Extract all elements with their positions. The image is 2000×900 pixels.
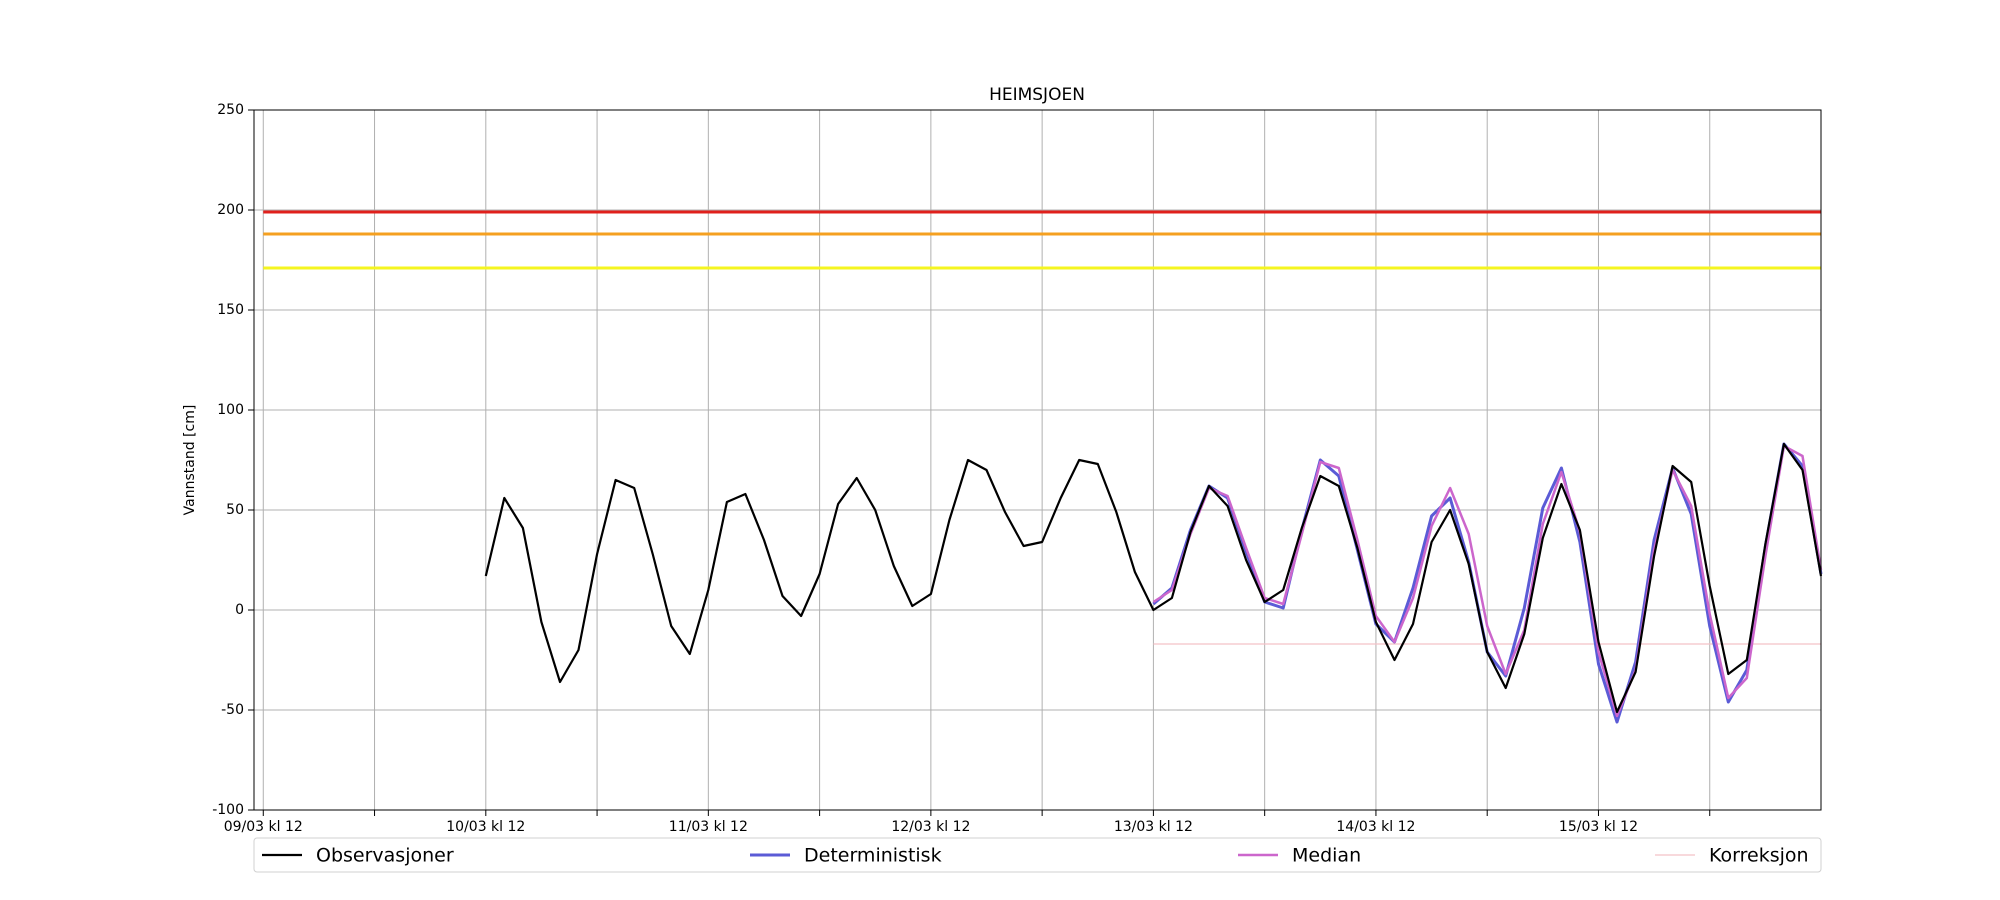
legend-label: Median	[1292, 845, 1361, 867]
y-tick-label: 50	[226, 502, 244, 518]
series-line	[1152, 444, 1823, 718]
x-tick-label: 13/03 kl 12	[1114, 819, 1193, 835]
x-tick-label: 14/03 kl 12	[1336, 819, 1415, 835]
x-tick-label: 11/03 kl 12	[669, 819, 748, 835]
y-tick-label: 100	[217, 402, 244, 418]
x-tick-label: 15/03 kl 12	[1559, 819, 1638, 835]
legend-box	[253, 837, 1822, 873]
chart-title: HEIMSJOEN	[989, 85, 1085, 105]
y-tick-label: 250	[217, 102, 244, 118]
y-tick-label: 150	[217, 302, 244, 318]
legend-label: Deterministisk	[804, 845, 942, 867]
series-line	[484, 442, 1823, 714]
y-tick-label: 0	[235, 602, 244, 618]
legend-label: Korreksjon	[1709, 845, 1809, 867]
plot-frame	[253, 109, 1822, 811]
legend-label: Observasjoner	[316, 845, 454, 867]
y-tick-label: -100	[212, 802, 244, 818]
x-tick-label: 10/03 kl 12	[446, 819, 525, 835]
y-tick-label: -50	[221, 702, 244, 718]
y-axis-label: Vannstand [cm]	[182, 405, 198, 516]
x-tick-label: 09/03 kl 12	[224, 819, 303, 835]
x-tick-label: 12/03 kl 12	[891, 819, 970, 835]
y-tick-label: 200	[217, 202, 244, 218]
